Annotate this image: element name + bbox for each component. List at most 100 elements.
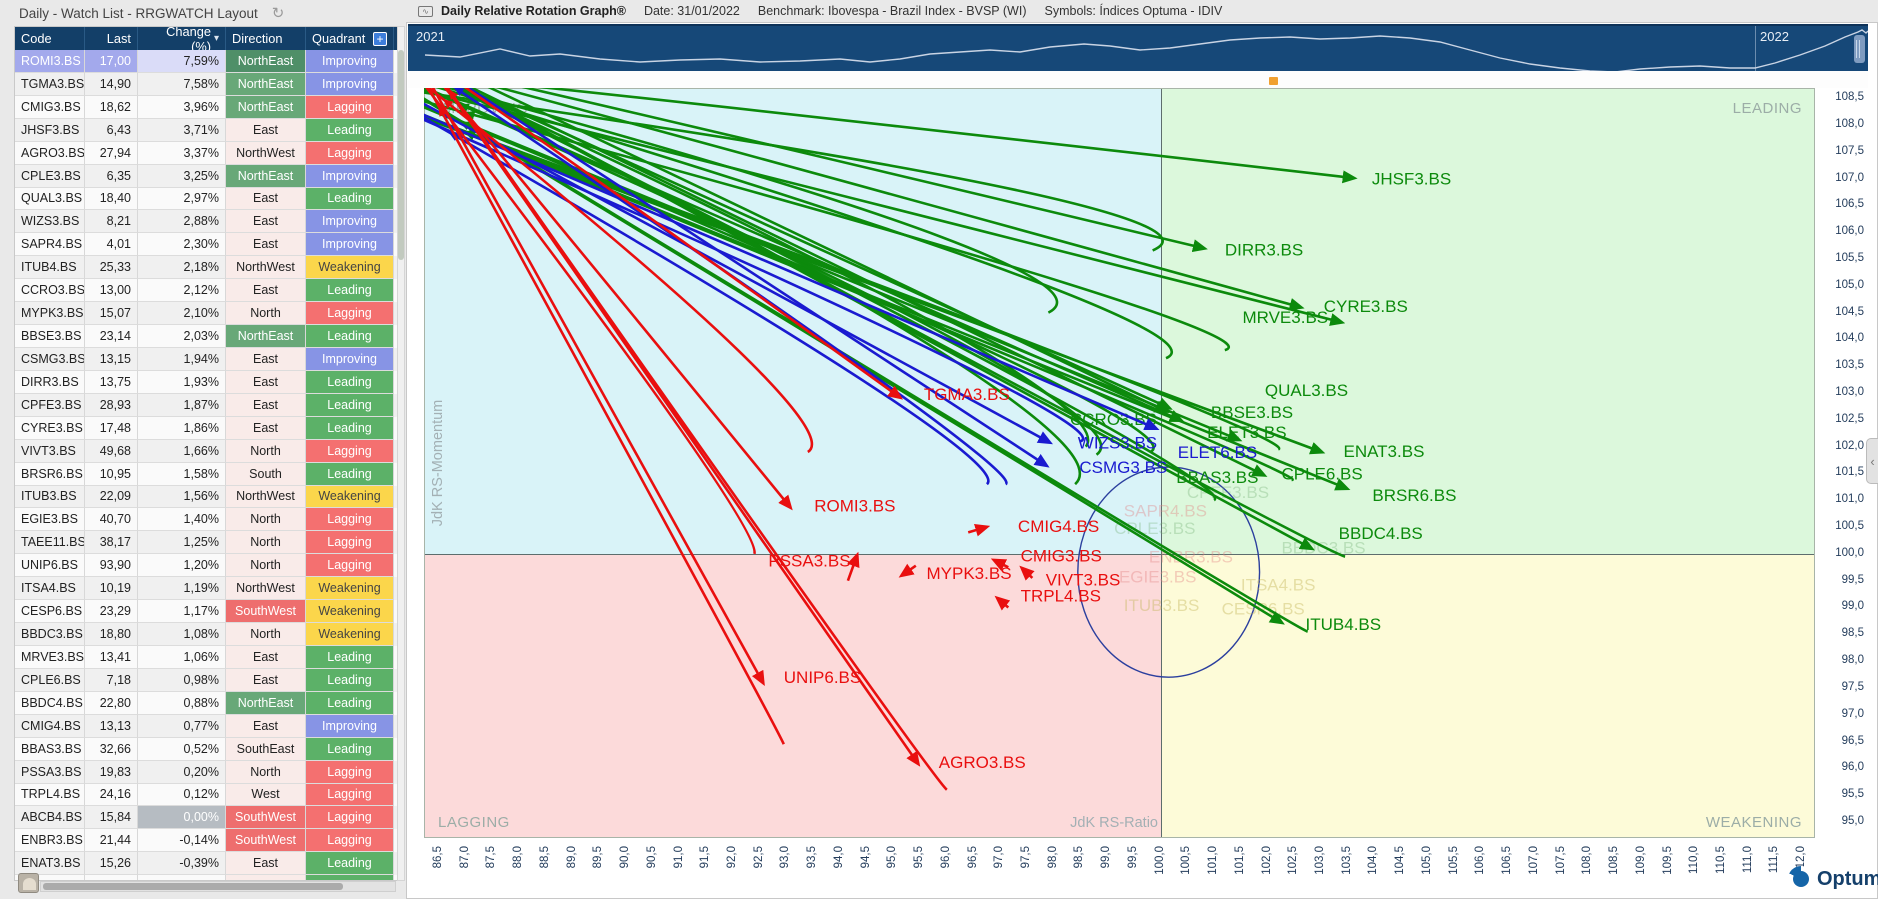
table-row[interactable]: CMIG4.BS 13,13 0,77% East Improving xyxy=(15,714,397,738)
rrg-trail-VIVT3.BS[interactable] xyxy=(1019,565,1035,581)
table-row[interactable]: TAEE11.BS 38,17 1,25% North Lagging xyxy=(15,531,397,555)
table-row[interactable]: CESP6.BS 23,29 1,17% SouthWest Weakening xyxy=(15,600,397,624)
rrg-symbol-label-WIZS3.BS[interactable]: WIZS3.BS xyxy=(1078,433,1157,452)
table-row[interactable]: TGMA3.BS 14,90 7,58% NorthEast Improving xyxy=(15,72,397,96)
x-tick-label: 95,0 xyxy=(886,846,899,869)
last-cell: 7,18 xyxy=(85,668,138,692)
rrg-symbol-label-DIRR3.BS[interactable]: DIRR3.BS xyxy=(1225,240,1303,259)
column-header-change-[interactable]: Change (%) ▾ xyxy=(138,27,226,54)
direction-cell: East xyxy=(226,233,306,257)
table-row[interactable]: ABCB4.BS 15,84 0,00% SouthWest Lagging xyxy=(15,806,397,830)
table-row[interactable]: CPLE3.BS 6,35 3,25% NorthEast Improving xyxy=(15,164,397,188)
rrg-symbol-label-QUAL3.BS[interactable]: QUAL3.BS xyxy=(1265,381,1348,400)
code-cell: JHSF3.BS xyxy=(15,118,85,142)
table-row[interactable]: PSSA3.BS 19,83 0,20% North Lagging xyxy=(15,760,397,784)
rrg-trail-AGRO3.BS[interactable] xyxy=(424,88,948,791)
table-row[interactable]: AGRO3.BS 27,94 3,37% NorthWest Lagging xyxy=(15,141,397,165)
vertical-scroll-thumb[interactable] xyxy=(398,50,404,260)
rrg-symbol-label-ROMI3.BS[interactable]: ROMI3.BS xyxy=(814,497,895,516)
table-row[interactable]: CMIG3.BS 18,62 3,96% NorthEast Lagging xyxy=(15,95,397,119)
code-cell: QUAL3.BS xyxy=(15,187,85,211)
refresh-icon[interactable]: ↻ xyxy=(271,5,285,22)
date-slider-marker[interactable] xyxy=(1269,77,1278,85)
table-row[interactable]: CSMG3.BS 13,15 1,94% East Improving xyxy=(15,347,397,371)
table-row[interactable]: QUAL3.BS 18,40 2,97% East Leading xyxy=(15,187,397,211)
chart-symbols-label: Symbols: Índices Optuma - IDIV xyxy=(1044,4,1223,18)
column-header-direction[interactable]: Direction xyxy=(226,27,306,50)
column-header-code[interactable]: Code xyxy=(15,27,85,50)
table-row[interactable]: CPLE6.BS 7,18 0,98% East Leading xyxy=(15,668,397,692)
change-cell: 0,00% xyxy=(138,806,226,830)
rrg-symbol-label-TRPL4.BS[interactable]: TRPL4.BS xyxy=(1021,587,1101,606)
table-row[interactable]: ITUB3.BS 22,09 1,56% NorthWest Weakening xyxy=(15,485,397,509)
y-tick-label: 104,5 xyxy=(1835,305,1864,318)
timeline-navigator[interactable]: 2021 2022 xyxy=(408,24,1868,71)
collapse-panel-tab[interactable]: ‹ xyxy=(1866,438,1878,484)
table-row[interactable]: ENAT3.BS 15,26 -0,39% East Leading xyxy=(15,852,397,876)
rrg-symbol-label-VIVT3.BS[interactable]: VIVT3.BS xyxy=(1046,571,1121,590)
column-header-quadrant[interactable]: Quadrant + xyxy=(306,27,394,50)
rrg-trail-MYPK3.BS[interactable] xyxy=(898,563,917,578)
rrg-symbol-label-ELET3.BS[interactable]: ELET3.BS xyxy=(1207,423,1286,442)
table-row[interactable]: BBSE3.BS 23,14 2,03% NorthEast Leading xyxy=(15,325,397,348)
table-row[interactable]: CYRE3.BS 17,48 1,86% East Leading xyxy=(15,416,397,440)
change-cell: 2,10% xyxy=(138,302,226,326)
rrg-symbol-label-BBDC4.BS[interactable]: BBDC4.BS xyxy=(1339,524,1423,543)
rrg-trail-CMIG4.BS[interactable] xyxy=(967,523,991,537)
table-row[interactable]: CCRO3.BS 13,00 2,12% East Leading xyxy=(15,279,397,303)
watchlist-horizontal-scrollbar[interactable] xyxy=(40,881,396,892)
timeline-scroll-grip[interactable] xyxy=(1854,35,1865,63)
add-column-button[interactable]: + xyxy=(373,31,387,46)
watchlist-vertical-scrollbar[interactable] xyxy=(397,26,405,881)
table-row[interactable]: BBAS3.BS 32,66 0,52% SouthEast Leading xyxy=(15,737,397,761)
table-row[interactable]: ITSA4.BS 10,19 1,19% NorthWest Weakening xyxy=(15,577,397,601)
y-tick-label: 105,5 xyxy=(1835,252,1864,264)
rrg-trail-CMIG3.BS[interactable] xyxy=(990,558,1009,572)
rrg-symbol-label-CSMG3.BS[interactable]: CSMG3.BS xyxy=(1079,458,1167,477)
table-row[interactable]: MYPK3.BS 15,07 2,10% North Lagging xyxy=(15,302,397,326)
table-row[interactable]: ROMI3.BS 17,00 7,59% NorthEast Improving xyxy=(15,50,397,73)
x-tick-label: 100,5 xyxy=(1180,846,1193,875)
watchlist-table: Code Last Change (%) ▾ Direction Quadrant + RO… xyxy=(14,26,397,881)
table-row[interactable]: UNIP6.BS 93,90 1,20% North Lagging xyxy=(15,554,397,578)
x-tick-label: 109,0 xyxy=(1634,846,1647,875)
rrg-symbol-label-CMIG3.BS[interactable]: CMIG3.BS xyxy=(1021,546,1102,565)
table-row[interactable]: BBDC4.BS 22,80 0,88% NorthEast Leading xyxy=(15,691,397,715)
rrg-symbol-label-CMIG4.BS[interactable]: CMIG4.BS xyxy=(1018,517,1099,536)
table-row[interactable]: JHSF3.BS 6,43 3,71% East Leading xyxy=(15,118,397,142)
rrg-symbol-label-MRVE3.BS[interactable]: MRVE3.BS xyxy=(1242,308,1328,327)
table-row[interactable]: BRSR6.BS 10,95 1,58% South Leading xyxy=(15,462,397,486)
table-row[interactable]: CPFE3.BS 28,93 1,87% East Leading xyxy=(15,393,397,417)
table-row[interactable]: MRVE3.BS 13,41 1,06% East Leading xyxy=(15,645,397,669)
rrg-symbol-label-CYRE3.BS[interactable]: CYRE3.BS xyxy=(1324,297,1408,316)
table-row[interactable]: ITUB4.BS 25,33 2,18% NorthWest Weakening xyxy=(15,256,397,280)
rrg-symbol-label-ENAT3.BS[interactable]: ENAT3.BS xyxy=(1343,442,1424,461)
x-tick-label: 98,0 xyxy=(1046,846,1059,869)
rrg-symbol-label-UNIP6.BS[interactable]: UNIP6.BS xyxy=(784,668,861,687)
table-row[interactable]: VIVT3.BS 49,68 1,66% North Lagging xyxy=(15,439,397,463)
table-row[interactable]: WIZS3.BS 8,21 2,88% East Improving xyxy=(15,210,397,234)
rrg-symbol-label-ITUB4.BS[interactable]: ITUB4.BS xyxy=(1306,615,1382,634)
rrg-symbol-label-BRSR6.BS[interactable]: BRSR6.BS xyxy=(1372,486,1456,505)
table-row[interactable]: ENBR3.BS 21,44 -0,14% SouthWest Lagging xyxy=(15,829,397,853)
horizontal-scroll-thumb[interactable] xyxy=(43,883,343,890)
rrg-symbol-label-JHSF3.BS[interactable]: JHSF3.BS xyxy=(1372,170,1451,189)
rrg-trail-TRPL4.BS[interactable] xyxy=(994,595,1011,611)
direction-cell: East xyxy=(226,118,306,142)
table-row[interactable]: TRPL4.BS 24,16 0,12% West Lagging xyxy=(15,783,397,807)
rrg-symbol-label-TGMA3.BS[interactable]: TGMA3.BS xyxy=(924,385,1010,404)
rrg-symbol-label-ELET6.BS[interactable]: ELET6.BS xyxy=(1178,443,1257,462)
rrg-symbol-label-MYPK3.BS[interactable]: MYPK3.BS xyxy=(927,564,1012,583)
table-row[interactable]: EGIE3.BS 40,70 1,40% North Lagging xyxy=(15,508,397,532)
date-slider-track[interactable] xyxy=(408,71,1868,88)
change-cell: -0,14% xyxy=(138,829,226,853)
table-row[interactable]: DIRR3.BS 13,75 1,93% East Leading xyxy=(15,370,397,394)
column-header-last[interactable]: Last xyxy=(85,27,138,50)
table-row[interactable]: BBDC3.BS 18,80 1,08% North Weakening xyxy=(15,623,397,646)
x-tick-label: 90,0 xyxy=(619,846,632,869)
quadrant-cell: Weakening xyxy=(306,256,394,280)
table-row[interactable]: SAPR4.BS 4,01 2,30% East Improving xyxy=(15,233,397,257)
rrg-symbol-label-AGRO3.BS[interactable]: AGRO3.BS xyxy=(939,753,1026,772)
rrg-symbol-label-CPLE6.BS[interactable]: CPLE6.BS xyxy=(1281,464,1362,483)
